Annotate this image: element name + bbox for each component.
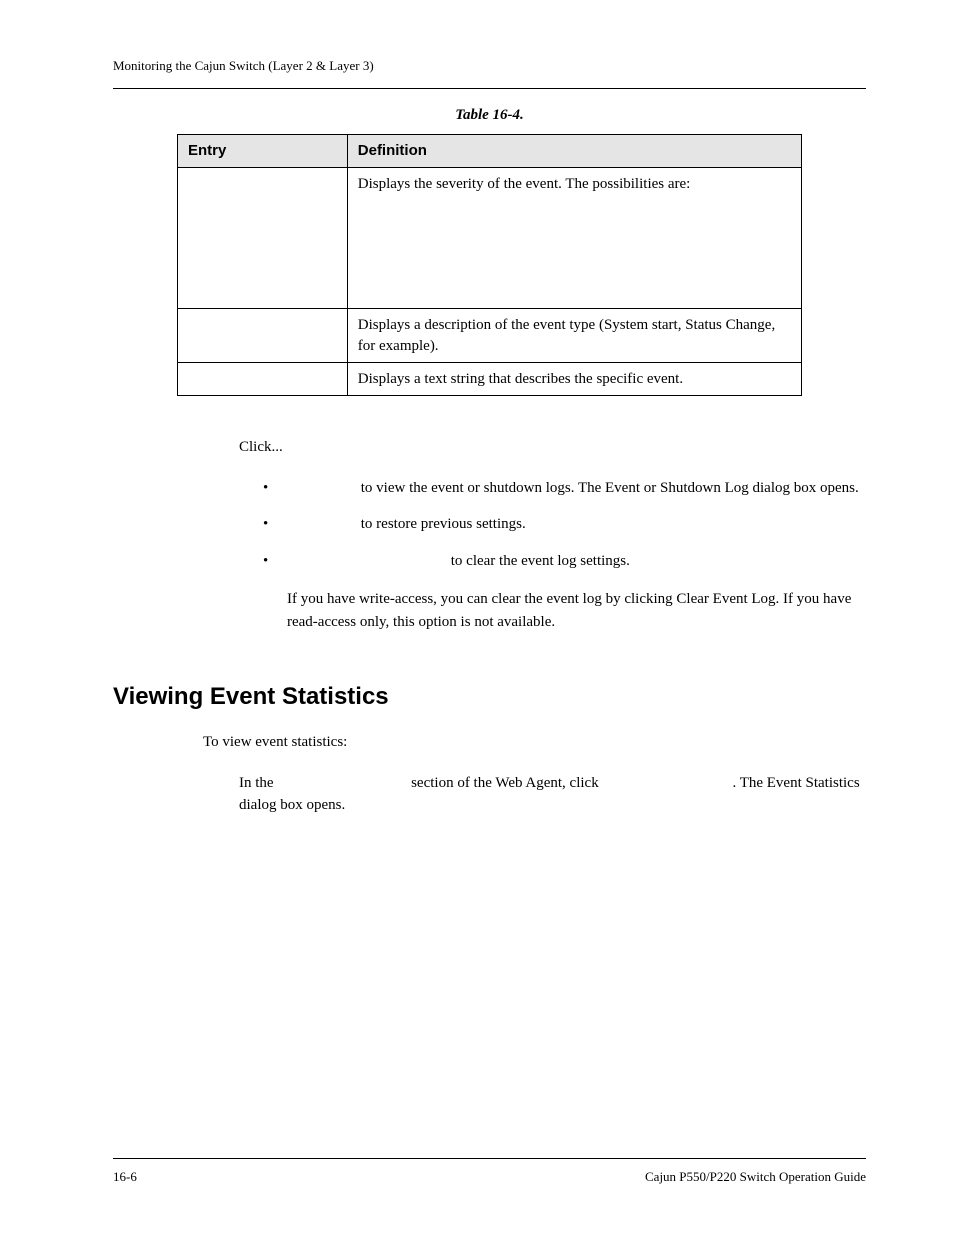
click-line: Click... (239, 436, 874, 459)
section-intro: To view event statistics: (203, 731, 873, 754)
note-paragraph: If you have write-access, you can clear … (287, 588, 874, 633)
page-footer: 16-6 Cajun P550/P220 Switch Operation Gu… (113, 1158, 866, 1185)
bullet-text: to restore previous settings. (357, 516, 526, 532)
header-rule (113, 88, 866, 89)
running-head: Monitoring the Cajun Switch (Layer 2 & L… (113, 58, 866, 74)
list-item: to view the event or shutdown logs. The … (239, 477, 874, 500)
cell-entry (178, 362, 348, 395)
table-row: Displays a description of the event type… (178, 309, 802, 363)
cell-entry (178, 309, 348, 363)
page-number: 16-6 (113, 1169, 137, 1185)
step-frag-b: section of the Web Agent, click (407, 775, 602, 791)
table-header-row: Entry Definition (178, 135, 802, 168)
bullet-text: to clear the event log settings. (447, 553, 630, 569)
table-row: Displays the severity of the event. The … (178, 168, 802, 309)
footer-rule (113, 1158, 866, 1159)
bullet-text: to view the event or shutdown logs. The … (357, 480, 859, 496)
footer-title: Cajun P550/P220 Switch Operation Guide (645, 1169, 866, 1185)
cell-definition: Displays the severity of the event. The … (347, 168, 801, 309)
table-row: Displays a text string that describes th… (178, 362, 802, 395)
cell-definition: Displays a description of the event type… (347, 309, 801, 363)
col-header-definition: Definition (347, 135, 801, 168)
body-block: Click... to view the event or shutdown l… (239, 436, 874, 633)
col-header-entry: Entry (178, 135, 348, 168)
cell-definition: Displays a text string that describes th… (347, 362, 801, 395)
bullet-list: to view the event or shutdown logs. The … (239, 477, 874, 573)
footer-row: 16-6 Cajun P550/P220 Switch Operation Gu… (113, 1169, 866, 1185)
list-item: to restore previous settings. (239, 513, 874, 536)
page: Monitoring the Cajun Switch (Layer 2 & L… (0, 0, 954, 1235)
section-heading: Viewing Event Statistics (113, 683, 866, 711)
step-frag-a: In the (239, 775, 277, 791)
cell-entry (178, 168, 348, 309)
table-caption: Table 16-4. (177, 107, 802, 124)
definition-table: Entry Definition Displays the severity o… (177, 134, 802, 396)
list-item: to clear the event log settings. (239, 550, 874, 573)
step-paragraph: In the section of the Web Agent, click .… (239, 772, 874, 817)
